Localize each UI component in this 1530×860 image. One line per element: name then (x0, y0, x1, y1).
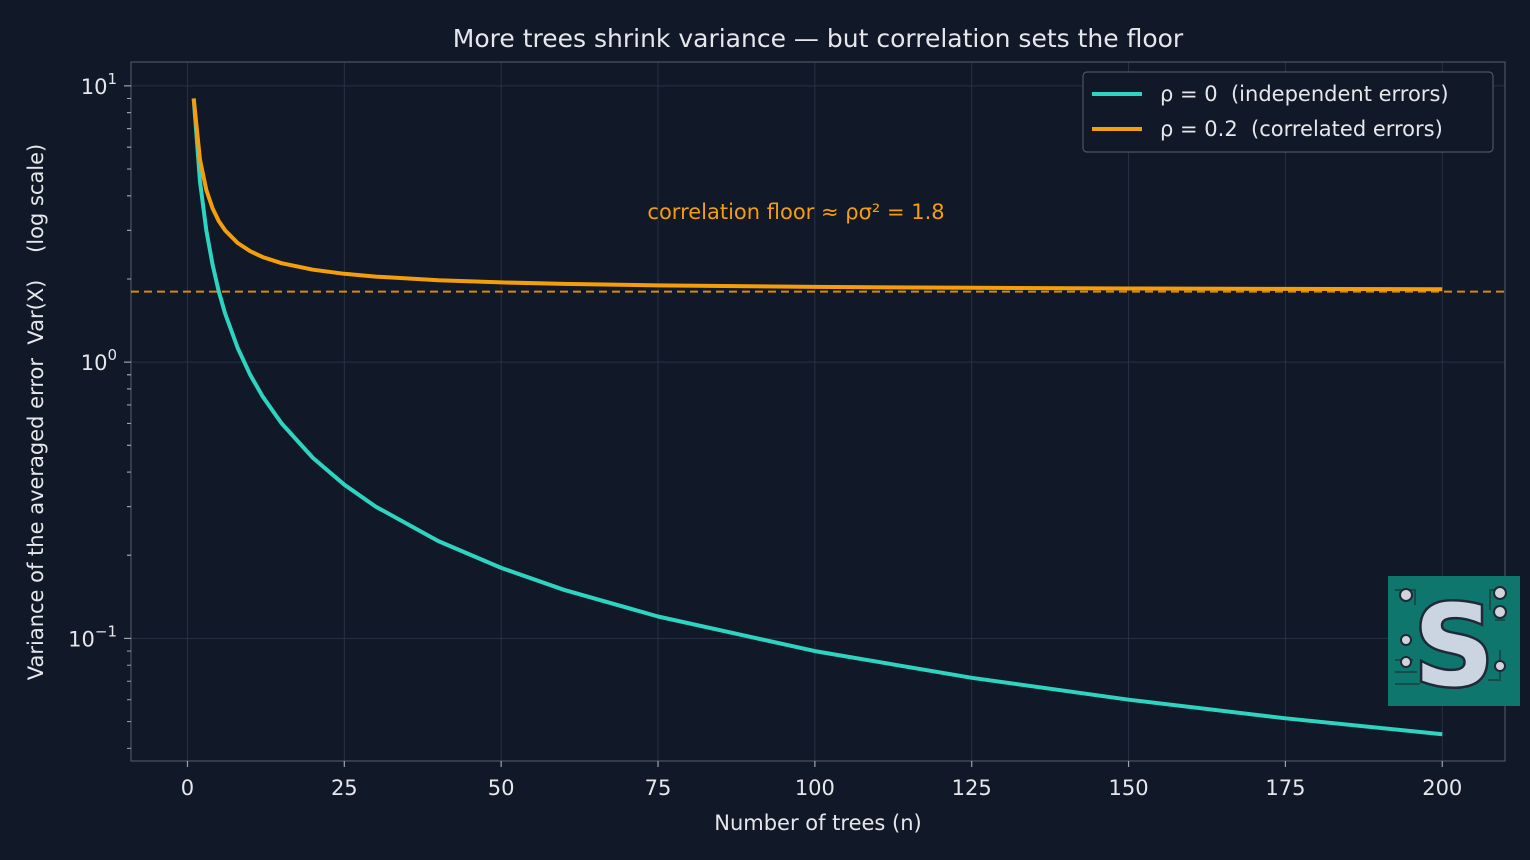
logo-nodes (1399, 586, 1507, 672)
x-tick-label: 0 (181, 776, 194, 800)
legend-label-correlated: ρ = 0.2 (correlated errors) (1160, 117, 1443, 141)
logo: S (1388, 576, 1520, 715)
x-tick-label: 200 (1422, 776, 1462, 800)
y-axis-label: Variance of the averaged error Var(X) (l… (24, 144, 48, 681)
chart-title: More trees shrink variance — but correla… (453, 24, 1184, 53)
x-tick-label: 50 (488, 776, 515, 800)
x-tick-label: 25 (331, 776, 358, 800)
x-tick-label: 75 (645, 776, 672, 800)
x-tick-label: 150 (1109, 776, 1149, 800)
correlation-floor-annotation: correlation floor ≈ ρσ² = 1.8 (647, 200, 944, 224)
series-line-correlated (191, 98, 1443, 292)
legend: ρ = 0 (independent errors) ρ = 0.2 (corr… (1082, 71, 1494, 153)
series-line-independent (191, 98, 1443, 737)
series-group (191, 98, 1443, 737)
legend-box (1082, 71, 1494, 153)
x-axis-label: Number of trees (n) (714, 811, 922, 835)
x-tick-label: 175 (1265, 776, 1305, 800)
plot-frame (130, 61, 1506, 762)
logo-letter: S (1414, 582, 1495, 712)
legend-label-independent: ρ = 0 (independent errors) (1160, 82, 1449, 106)
x-tick-label: 125 (952, 776, 992, 800)
x-tick-label: 100 (795, 776, 835, 800)
